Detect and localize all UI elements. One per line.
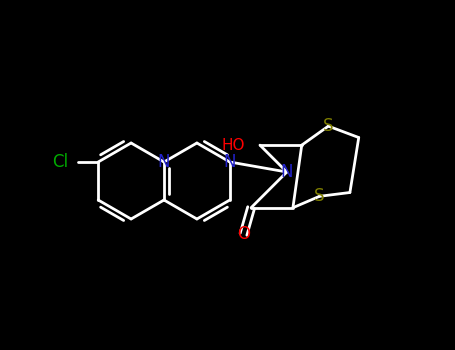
Text: O: O (237, 225, 250, 243)
Text: Cl: Cl (52, 153, 68, 171)
Text: N: N (223, 153, 236, 171)
Text: S: S (323, 117, 334, 135)
Text: S: S (314, 187, 325, 205)
Text: HO: HO (222, 138, 245, 153)
Text: N: N (158, 153, 170, 171)
Text: N: N (281, 163, 293, 181)
